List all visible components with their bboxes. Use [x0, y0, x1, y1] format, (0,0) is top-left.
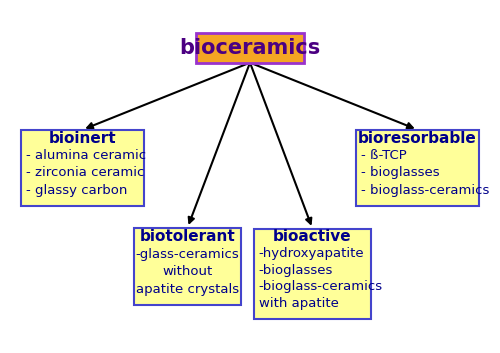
- Text: -hydroxyapatite: -hydroxyapatite: [259, 247, 364, 260]
- Text: -glass-ceramics: -glass-ceramics: [136, 248, 240, 261]
- FancyBboxPatch shape: [22, 130, 144, 205]
- Text: biotolerant: biotolerant: [140, 229, 235, 244]
- FancyBboxPatch shape: [196, 33, 304, 62]
- Text: bioactive: bioactive: [273, 229, 352, 244]
- Text: - zirconia ceramic: - zirconia ceramic: [26, 166, 144, 179]
- Text: - bioglasses: - bioglasses: [361, 166, 440, 179]
- Text: -bioglasses: -bioglasses: [259, 264, 333, 277]
- FancyBboxPatch shape: [254, 229, 371, 318]
- Text: - glassy carbon: - glassy carbon: [26, 184, 128, 197]
- Text: bioresorbable: bioresorbable: [358, 131, 477, 146]
- Text: - alumina ceramic: - alumina ceramic: [26, 149, 146, 162]
- Text: - ß-TCP: - ß-TCP: [361, 149, 407, 162]
- Text: - bioglass-ceramics: - bioglass-ceramics: [361, 184, 490, 197]
- Text: apatite crystals: apatite crystals: [136, 283, 239, 296]
- Text: with apatite: with apatite: [259, 297, 338, 310]
- Text: bioceramics: bioceramics: [180, 38, 320, 58]
- FancyBboxPatch shape: [356, 130, 478, 205]
- Text: without: without: [162, 265, 212, 278]
- Text: -bioglass-ceramics: -bioglass-ceramics: [259, 280, 383, 293]
- FancyBboxPatch shape: [134, 228, 242, 305]
- Text: bioinert: bioinert: [48, 131, 116, 146]
